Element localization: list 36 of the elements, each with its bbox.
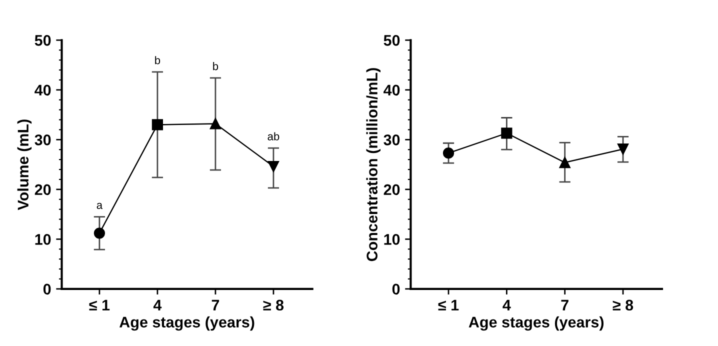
y-axis-title: Volume (mL) bbox=[17, 120, 32, 210]
x-tick-label: 7 bbox=[212, 300, 220, 310]
point bbox=[501, 128, 512, 139]
point bbox=[559, 156, 570, 168]
x-tick-label: ≥ 8 bbox=[263, 300, 284, 311]
x-tick-label: 4 bbox=[153, 300, 162, 310]
y-tick-label: 40 bbox=[384, 84, 400, 96]
y-tick-label: 30 bbox=[34, 134, 51, 146]
point bbox=[210, 118, 222, 130]
x-tick-label: 4 bbox=[502, 300, 511, 310]
point bbox=[617, 144, 629, 155]
point bbox=[152, 119, 164, 130]
y-tick-label: 10 bbox=[384, 234, 400, 245]
x-tick-label: ≤ 1 bbox=[89, 300, 110, 310]
annotation: b bbox=[213, 62, 218, 70]
y-tick-label: 10 bbox=[35, 234, 51, 245]
y-tick-label: 0 bbox=[392, 284, 400, 295]
annotation: b bbox=[155, 56, 160, 64]
point bbox=[268, 160, 280, 172]
y-tick-label: 30 bbox=[384, 134, 400, 146]
x-tick-label: ≥ 8 bbox=[612, 300, 634, 311]
x-axis-title: Age stages (years) bbox=[119, 316, 254, 331]
x-axis-title: Age stages (years) bbox=[468, 316, 604, 331]
y-tick-label: 0 bbox=[43, 284, 51, 295]
y-axis-title: Concentration (million/mL) bbox=[366, 68, 381, 262]
annotation: ab bbox=[268, 132, 280, 140]
annotation: a bbox=[96, 202, 103, 210]
y-tick-label: 50 bbox=[34, 35, 51, 46]
y-tick-label: 40 bbox=[34, 84, 51, 96]
point bbox=[442, 148, 454, 159]
y-tick-label: 20 bbox=[34, 184, 51, 196]
x-tick-label: ≤ 1 bbox=[438, 300, 459, 310]
point bbox=[94, 228, 106, 239]
y-tick-label: 50 bbox=[384, 35, 400, 46]
y-tick-label: 20 bbox=[384, 184, 400, 196]
x-tick-label: 7 bbox=[561, 300, 568, 310]
